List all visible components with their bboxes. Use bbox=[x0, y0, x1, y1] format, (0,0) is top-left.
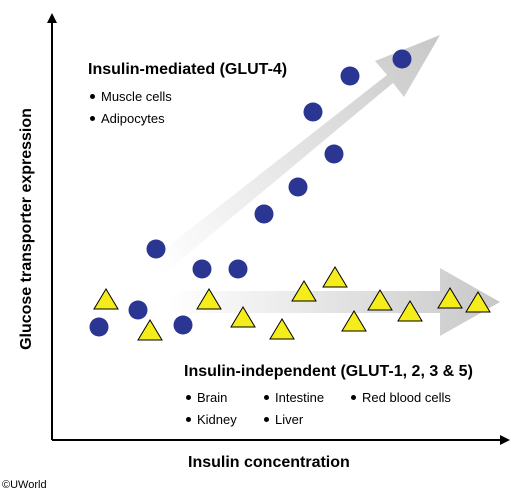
copyright-text: ©UWorld bbox=[2, 479, 47, 491]
x-axis-label: Insulin concentration bbox=[188, 454, 350, 472]
y-axis-label: Glucose transporter expression bbox=[18, 108, 36, 350]
insulin-independent-item: Brain bbox=[186, 390, 227, 405]
insulin-independent-item: Intestine bbox=[264, 390, 324, 405]
triangle-marker bbox=[138, 320, 162, 340]
insulin-mediated-item: Muscle cells bbox=[90, 89, 172, 104]
bullet-icon bbox=[90, 116, 95, 121]
bullet-icon bbox=[264, 395, 269, 400]
insulin-independent-item: Red blood cells bbox=[351, 390, 451, 405]
circle-marker bbox=[289, 178, 308, 197]
insulin-independent-item: Liver bbox=[264, 412, 303, 427]
circle-marker bbox=[341, 67, 360, 86]
bullet-icon bbox=[351, 395, 356, 400]
circle-marker bbox=[90, 318, 109, 337]
circle-marker bbox=[129, 301, 148, 320]
triangle-marker bbox=[342, 311, 366, 331]
bullet-icon bbox=[90, 94, 95, 99]
insulin-independent-item: Kidney bbox=[186, 412, 237, 427]
bullet-icon bbox=[186, 395, 191, 400]
triangle-marker bbox=[94, 289, 118, 309]
circle-marker bbox=[147, 240, 166, 259]
bullet-icon bbox=[186, 417, 191, 422]
circle-marker bbox=[325, 145, 344, 164]
insulin-mediated-item: Adipocytes bbox=[90, 111, 165, 126]
insulin-independent-heading: Insulin-independent (GLUT-1, 2, 3 & 5) bbox=[184, 363, 473, 381]
triangle-marker bbox=[270, 319, 294, 339]
circle-marker bbox=[193, 260, 212, 279]
circle-marker bbox=[304, 103, 323, 122]
insulin-mediated-heading: Insulin-mediated (GLUT-4) bbox=[88, 61, 287, 79]
triangle-marker bbox=[323, 267, 347, 287]
circle-marker bbox=[174, 316, 193, 335]
circle-marker bbox=[393, 50, 412, 69]
circle-marker bbox=[229, 260, 248, 279]
circle-marker bbox=[255, 205, 274, 224]
bullet-icon bbox=[264, 417, 269, 422]
